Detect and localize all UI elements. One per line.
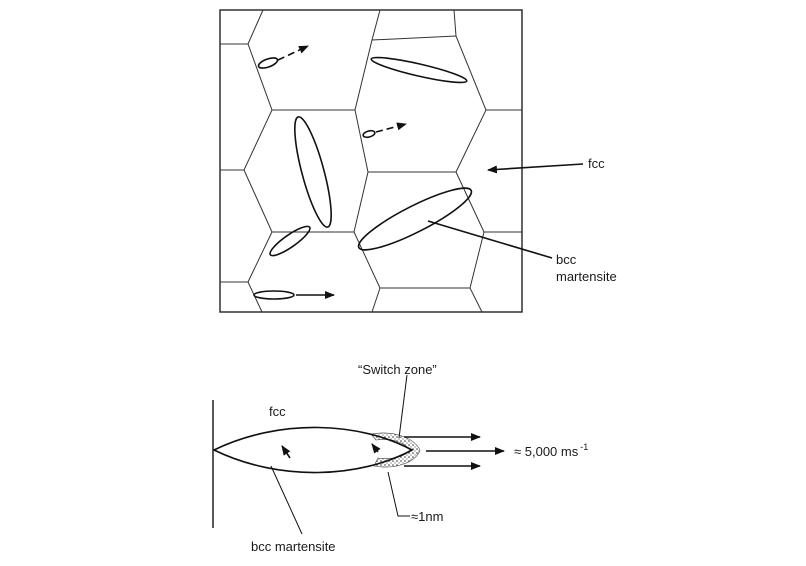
grain-structure-panel: fcc bcc martensite [219, 9, 617, 313]
martensite-plate [362, 129, 376, 139]
bcc-martensite-label: bcc martensite [251, 539, 336, 554]
switch-zone-leader [398, 374, 408, 439]
switch-zone-region [370, 432, 421, 468]
velocity-label: ≈ 5,000 ms -1 [514, 442, 588, 459]
fcc-label: fcc [588, 156, 605, 171]
martensite-plate [257, 57, 279, 69]
martensite-plate [370, 56, 468, 84]
martensite-plate [294, 116, 332, 228]
thickness-label: ≈1nm [411, 509, 443, 524]
inner-arrow-right [371, 443, 381, 454]
bcc-leader-line [427, 220, 553, 259]
martensite-label: martensite [556, 269, 617, 284]
martensite-plates [253, 56, 473, 300]
switch-zone-label: “Switch zone” [358, 362, 437, 377]
growth-arrows [277, 45, 407, 299]
fcc-matrix-label: fcc [269, 404, 286, 419]
thickness-leader [387, 471, 410, 517]
lens-plate [212, 426, 414, 474]
bcc-martensite-leader [270, 465, 303, 535]
grain-boundaries [220, 9, 522, 313]
inner-arrow-left [281, 445, 291, 459]
growth-arrow [277, 45, 309, 61]
panel-frame [219, 9, 523, 313]
fcc-leader-arrow [487, 163, 584, 174]
martensite-plate [269, 225, 311, 257]
velocity-exponent: -1 [580, 442, 588, 452]
velocity-value: ≈ 5,000 ms [514, 444, 579, 459]
martensite-plate [357, 187, 473, 251]
martensite-plate [253, 290, 295, 300]
bcc-label: bcc [556, 252, 577, 267]
plate-growth-panel: “Switch zone” fcc ≈ 5,000 ms -1 ≈1nm bcc … [212, 362, 588, 554]
growth-arrow [375, 122, 407, 133]
